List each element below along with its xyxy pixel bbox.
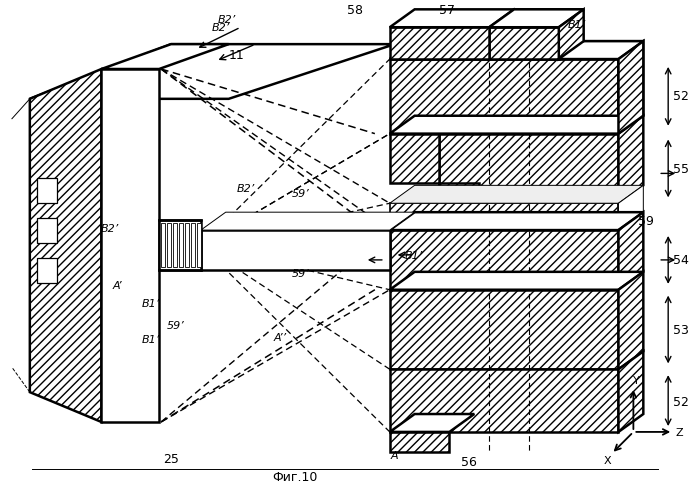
Text: Y: Y <box>633 375 640 386</box>
Polygon shape <box>390 213 643 231</box>
Text: A’: A’ <box>391 450 400 460</box>
Polygon shape <box>390 117 643 134</box>
Polygon shape <box>197 224 201 267</box>
Polygon shape <box>489 10 584 28</box>
Text: B1’: B1’ <box>568 20 586 30</box>
Text: 11: 11 <box>229 48 244 61</box>
Polygon shape <box>440 184 480 204</box>
Text: 57: 57 <box>440 4 456 17</box>
Text: 59’: 59’ <box>291 268 309 278</box>
Polygon shape <box>390 432 449 452</box>
Polygon shape <box>390 204 619 231</box>
Text: B2’: B2’ <box>100 224 118 234</box>
Polygon shape <box>161 224 165 267</box>
Polygon shape <box>619 213 643 290</box>
Polygon shape <box>390 28 489 60</box>
Polygon shape <box>37 219 57 244</box>
Text: B2’: B2’ <box>211 23 230 33</box>
Polygon shape <box>191 224 195 267</box>
Polygon shape <box>440 134 619 204</box>
Text: 58: 58 <box>347 4 363 17</box>
Text: B1’: B1’ <box>142 335 160 345</box>
Text: B1’: B1’ <box>142 298 160 308</box>
Polygon shape <box>489 28 559 60</box>
Polygon shape <box>390 414 475 432</box>
Polygon shape <box>390 290 619 369</box>
Polygon shape <box>619 42 643 134</box>
Polygon shape <box>102 45 229 70</box>
Polygon shape <box>559 10 584 60</box>
Text: B2’: B2’ <box>218 15 236 25</box>
Text: 59’: 59’ <box>167 320 185 330</box>
Polygon shape <box>179 224 183 267</box>
Text: 53: 53 <box>673 324 689 336</box>
Polygon shape <box>201 231 390 270</box>
Text: A’: A’ <box>113 280 122 290</box>
Text: A’’: A’’ <box>274 333 287 343</box>
Polygon shape <box>390 186 643 204</box>
Polygon shape <box>390 231 619 290</box>
Polygon shape <box>390 369 619 432</box>
Polygon shape <box>30 45 395 100</box>
Polygon shape <box>167 224 171 267</box>
Polygon shape <box>619 352 643 432</box>
Polygon shape <box>390 272 643 290</box>
Text: Z: Z <box>676 427 683 437</box>
Text: B1’: B1’ <box>405 250 423 261</box>
Polygon shape <box>619 117 643 204</box>
Text: 52: 52 <box>673 395 689 408</box>
Text: 55: 55 <box>673 163 690 176</box>
Polygon shape <box>489 10 584 28</box>
Text: B2’: B2’ <box>237 184 255 194</box>
Polygon shape <box>390 10 514 28</box>
Text: X: X <box>603 455 611 465</box>
Text: 52: 52 <box>673 90 689 103</box>
Polygon shape <box>390 60 619 134</box>
Text: 59’: 59’ <box>291 189 309 199</box>
Text: 56: 56 <box>461 455 477 468</box>
Polygon shape <box>619 186 643 231</box>
Polygon shape <box>37 258 57 283</box>
Text: 54: 54 <box>673 254 689 267</box>
Polygon shape <box>30 70 101 422</box>
Text: 59: 59 <box>638 214 654 227</box>
Polygon shape <box>390 60 619 134</box>
Polygon shape <box>173 224 177 267</box>
Polygon shape <box>159 221 201 270</box>
Polygon shape <box>37 179 57 204</box>
Polygon shape <box>390 134 440 184</box>
Polygon shape <box>201 213 414 231</box>
Polygon shape <box>185 224 189 267</box>
Polygon shape <box>102 70 159 422</box>
Polygon shape <box>390 42 643 60</box>
Polygon shape <box>619 272 643 369</box>
Polygon shape <box>390 42 643 60</box>
Text: Фиг.10: Фиг.10 <box>272 470 318 483</box>
Text: 25: 25 <box>163 452 179 466</box>
Polygon shape <box>619 42 643 134</box>
